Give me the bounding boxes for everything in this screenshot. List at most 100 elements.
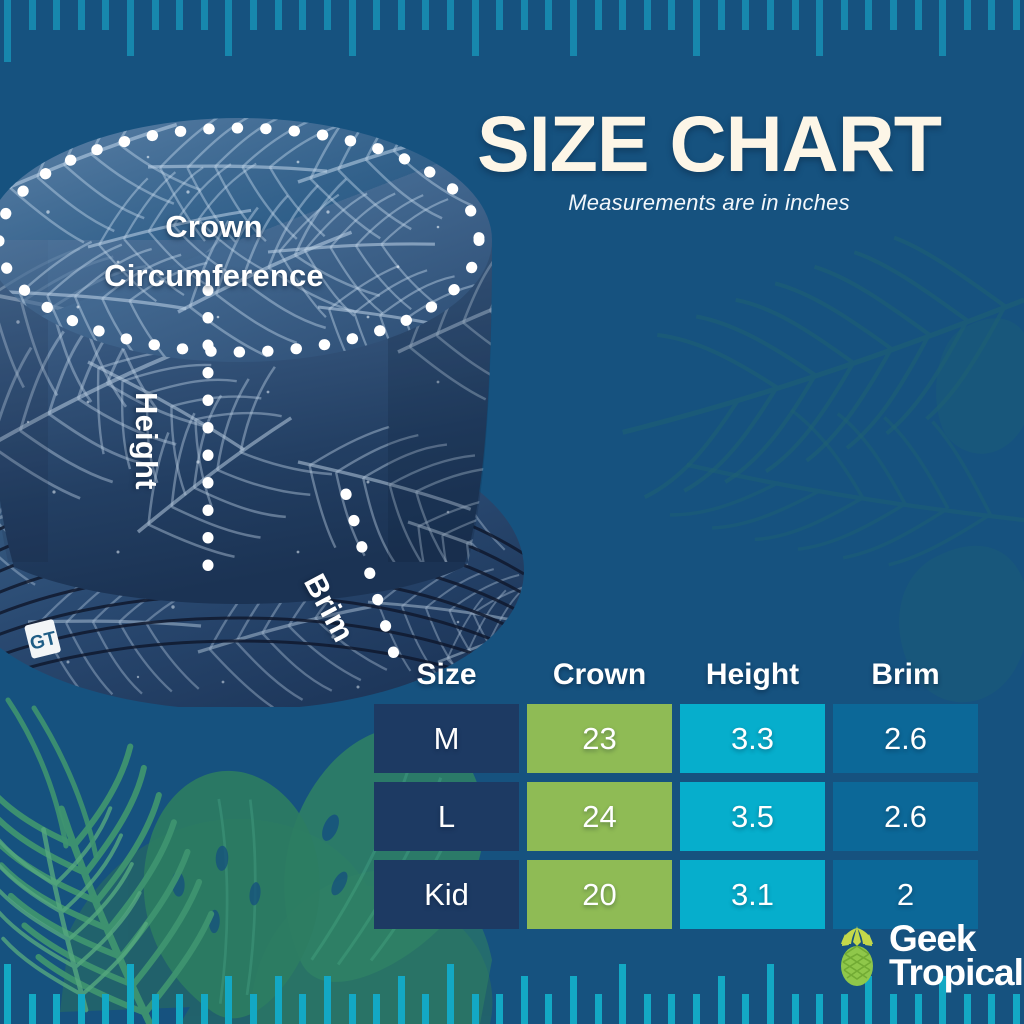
headline-block: SIZE CHART Measurements are in inches — [470, 104, 948, 216]
ruler-tick — [151, 0, 159, 30]
ruler-tick — [840, 0, 848, 30]
ruler-tick — [914, 994, 922, 1024]
ruler-tick — [939, 0, 947, 56]
ruler-tick — [28, 0, 36, 30]
ruler-tick — [816, 0, 824, 56]
column-header-brim: Brim — [871, 658, 940, 691]
table-row: L 24 3.5 2.6 — [374, 782, 978, 851]
ruler-tick — [889, 0, 897, 30]
ruler-tick — [53, 994, 61, 1024]
size-table: Size Crown Height Brim M 23 3.3 2.6 L 24… — [374, 655, 978, 938]
bucket-hat-illustration: GT Crown Circumference Height Brim — [0, 62, 548, 707]
ruler-tick — [791, 994, 799, 1024]
ruler-tick — [53, 0, 61, 30]
ruler-tick — [816, 994, 824, 1024]
ruler-tick — [299, 994, 307, 1024]
ruler-tick — [545, 994, 553, 1024]
cell-height: 3.5 — [680, 782, 825, 851]
ruler-tick — [250, 994, 258, 1024]
cell-size: Kid — [374, 860, 519, 929]
cell-height: 3.3 — [680, 704, 825, 773]
ruler-tick — [988, 994, 996, 1024]
table-row: Kid 20 3.1 2 — [374, 860, 978, 929]
ruler-tick — [742, 0, 750, 30]
ruler-tick — [1012, 0, 1020, 30]
ruler-tick — [865, 0, 873, 30]
crown-label-line2: Circumference — [104, 258, 324, 293]
ruler-tick — [176, 994, 184, 1024]
brand-wordmark: Geek Tropical — [889, 918, 1024, 994]
ruler-tick — [914, 0, 922, 30]
ruler-tick — [766, 964, 774, 1024]
ruler-tick — [619, 964, 627, 1024]
ruler-tick — [668, 0, 676, 30]
ruler-tick — [127, 964, 135, 1024]
ruler-tick — [570, 0, 578, 56]
cell-crown: 23 — [527, 704, 672, 773]
ruler-tick — [717, 0, 725, 30]
ruler-tick — [422, 994, 430, 1024]
ruler-tick — [471, 994, 479, 1024]
ruler-tick — [274, 0, 282, 30]
ruler-tick — [865, 976, 873, 1024]
column-header-size: Size — [416, 658, 477, 691]
ruler-tick — [274, 976, 282, 1024]
ruler-tick — [766, 0, 774, 30]
brand-logo: Geek Tropical — [833, 918, 1024, 994]
page-title: SIZE CHART — [477, 99, 942, 188]
ruler-tick — [693, 994, 701, 1024]
page-subtitle: Measurements are in inches — [568, 190, 850, 215]
ruler-tick — [127, 0, 135, 56]
ruler-tick — [668, 994, 676, 1024]
ruler-tick — [348, 994, 356, 1024]
ruler-tick — [717, 976, 725, 1024]
ruler-tick — [471, 0, 479, 56]
cell-crown: 20 — [527, 860, 672, 929]
ruler-tick — [520, 0, 528, 30]
ruler-tick — [446, 0, 454, 30]
ruler-tick — [446, 964, 454, 1024]
ruler-tick — [323, 976, 331, 1024]
column-header-height: Height — [705, 658, 800, 691]
ruler-tick — [4, 964, 11, 1024]
column-header-crown: Crown — [552, 658, 647, 691]
cell-height: 3.1 — [680, 860, 825, 929]
ruler-top — [0, 0, 1024, 64]
crown-circumference-label: Crown Circumference — [64, 202, 364, 300]
crown-circumference-dotted-line — [0, 122, 485, 358]
table-header-row: Size Crown Height Brim — [374, 655, 978, 695]
ruler-tick — [250, 0, 258, 30]
cell-brim: 2.6 — [833, 782, 978, 851]
brand-line-2: Tropical — [889, 952, 1024, 994]
ruler-tick — [323, 0, 331, 30]
cell-brim: 2.6 — [833, 704, 978, 773]
ruler-tick — [594, 0, 602, 30]
ruler-tick — [200, 0, 208, 30]
ruler-tick — [348, 0, 356, 56]
ruler-tick — [840, 994, 848, 1024]
ruler-tick — [373, 994, 381, 1024]
ruler-tick — [742, 994, 750, 1024]
ruler-tick — [693, 0, 701, 56]
ruler-tick — [791, 0, 799, 30]
ruler-tick — [299, 0, 307, 30]
cell-brim: 2 — [833, 860, 978, 929]
ruler-tick — [520, 976, 528, 1024]
ruler-tick — [77, 994, 85, 1024]
ruler-tick — [619, 0, 627, 30]
pineapple-icon — [841, 926, 873, 987]
ruler-tick — [1012, 994, 1020, 1024]
cell-size: L — [374, 782, 519, 851]
brand-line-1: Geek — [889, 918, 977, 959]
ruler-tick — [939, 976, 947, 1024]
ruler-tick — [77, 0, 85, 30]
ruler-tick — [397, 976, 405, 1024]
crown-label-line1: Crown — [165, 209, 263, 244]
ruler-bottom — [0, 960, 1024, 1024]
ruler-tick — [176, 0, 184, 30]
ruler-tick — [889, 994, 897, 1024]
gt-tag: GT — [24, 619, 61, 659]
ruler-tick — [496, 0, 504, 30]
ruler-tick — [570, 976, 578, 1024]
